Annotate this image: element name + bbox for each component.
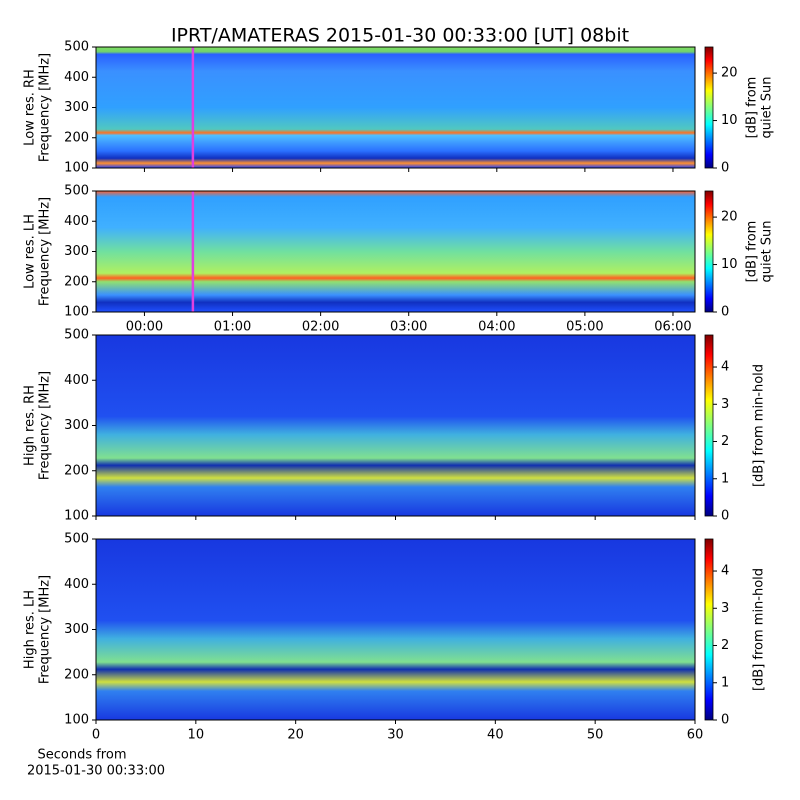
x-tick-label: 04:00 — [478, 320, 515, 335]
x-tick-label: 20 — [287, 728, 304, 743]
y-tick-label: 500 — [64, 328, 89, 343]
colorbar-label: [dB] from — [745, 77, 760, 139]
colorbar — [704, 46, 714, 169]
y-tick-label: 400 — [64, 577, 89, 592]
y-tick-label: 400 — [64, 70, 89, 85]
y-axis-label: Frequency [MHz] — [38, 53, 53, 162]
colorbar-tick-label: 1 — [721, 471, 729, 486]
y-tick-label: 500 — [64, 532, 89, 547]
colorbar-tick-label: 4 — [721, 564, 729, 579]
colorbar-label: quiet Sun — [760, 220, 775, 282]
colorbar-tick-label: 10 — [721, 257, 738, 272]
colorbar-tick-label: 3 — [721, 601, 729, 616]
colorbar-label: [dB] from — [745, 221, 760, 283]
y-tick-label: 200 — [64, 274, 89, 289]
spectrogram — [96, 191, 695, 312]
y-tick-label: 100 — [64, 713, 89, 728]
y-tick-label: 300 — [64, 244, 89, 259]
y-tick-label: 200 — [64, 463, 89, 478]
colorbar-tick-label: 0 — [721, 713, 729, 728]
colorbar — [704, 334, 714, 517]
colorbar-tick-label: 10 — [721, 113, 738, 128]
y-tick-label: 500 — [64, 184, 89, 199]
colorbar-label: [dB] from min-hold — [752, 364, 767, 487]
y-tick-label: 300 — [64, 622, 89, 637]
x-tick-label: 02:00 — [302, 320, 339, 335]
colorbar-label: quiet Sun — [760, 76, 775, 138]
colorbar-tick-label: 0 — [721, 161, 729, 176]
colorbar — [704, 190, 714, 313]
y-tick-label: 400 — [64, 373, 89, 388]
y-axis-label: Frequency [MHz] — [38, 197, 53, 306]
y-axis-label: Frequency [MHz] — [38, 371, 53, 480]
colorbar-tick-label: 2 — [721, 434, 729, 449]
y-tick-label: 100 — [64, 509, 89, 524]
y-axis-label: Low res. RH — [23, 69, 38, 146]
spectrogram — [96, 47, 695, 168]
colorbar-tick-label: 20 — [721, 66, 738, 81]
y-tick-label: 100 — [64, 305, 89, 320]
y-tick-label: 300 — [64, 100, 89, 115]
y-tick-label: 300 — [64, 418, 89, 433]
colorbar-tick-label: 20 — [721, 210, 738, 225]
colorbar-label: [dB] from min-hold — [752, 568, 767, 691]
y-tick-label: 100 — [64, 161, 89, 176]
x-tick-label: 0 — [92, 728, 100, 743]
colorbar-tick-label: 2 — [721, 638, 729, 653]
x-tick-label: 60 — [687, 728, 704, 743]
x-tick-label: 03:00 — [390, 320, 427, 335]
x-tick-label: 01:00 — [214, 320, 251, 335]
x-tick-label: 40 — [487, 728, 504, 743]
colorbar-tick-label: 1 — [721, 675, 729, 690]
x-tick-label: 06:00 — [654, 320, 691, 335]
colorbar-tick-label: 0 — [721, 509, 729, 524]
y-tick-label: 200 — [64, 667, 89, 682]
colorbar-tick-label: 4 — [721, 360, 729, 375]
x-tick-label: 00:00 — [126, 320, 163, 335]
y-tick-label: 500 — [64, 40, 89, 55]
spectrogram — [96, 539, 695, 720]
y-axis-label: Frequency [MHz] — [38, 575, 53, 684]
colorbar-tick-label: 0 — [721, 305, 729, 320]
y-tick-label: 400 — [64, 214, 89, 229]
x-tick-label: 50 — [587, 728, 604, 743]
x-axis-label: 2015-01-30 00:33:00 — [27, 764, 165, 779]
y-axis-label: High res. LH — [23, 590, 38, 669]
x-tick-label: 05:00 — [566, 320, 603, 335]
colorbar-tick-label: 3 — [721, 397, 729, 412]
y-axis-label: High res. RH — [23, 385, 38, 466]
x-axis-label: Seconds from — [37, 748, 126, 763]
y-tick-label: 200 — [64, 130, 89, 145]
y-axis-label: Low res. LH — [23, 214, 38, 289]
colorbar — [704, 538, 714, 721]
figure-title: IPRT/AMATERAS 2015-01-30 00:33:00 [UT] 0… — [171, 25, 629, 47]
x-tick-label: 30 — [387, 728, 404, 743]
x-tick-label: 10 — [188, 728, 205, 743]
spectrogram — [96, 335, 695, 516]
